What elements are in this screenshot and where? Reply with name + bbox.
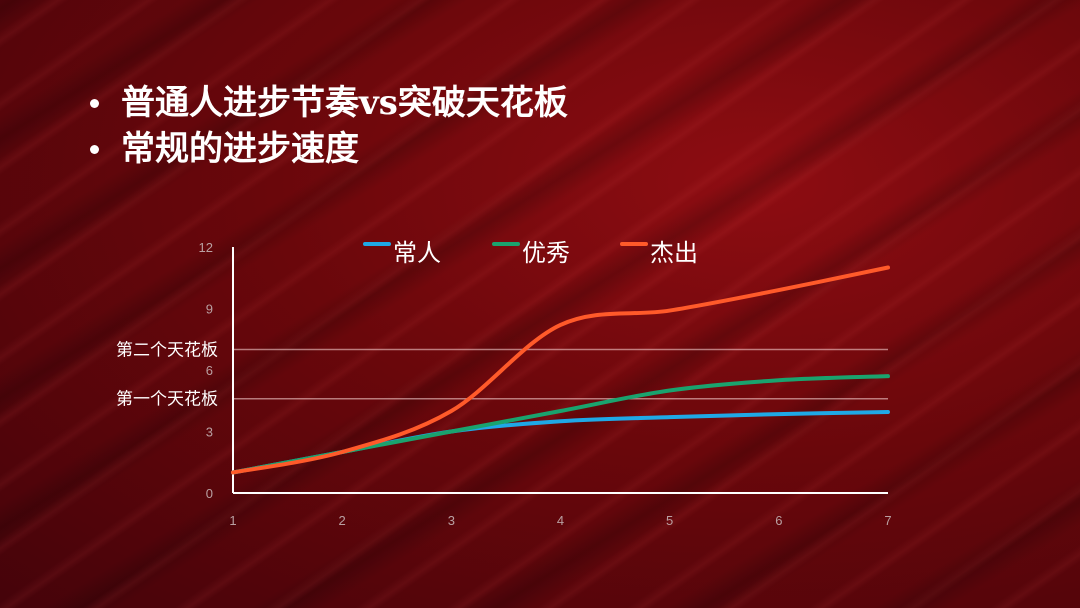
bullet-dot	[90, 144, 99, 154]
y-tick-label: 9	[206, 302, 213, 317]
x-tick-label: 3	[448, 513, 455, 528]
x-tick-label: 1	[229, 513, 236, 528]
legend-label: 优秀	[522, 239, 570, 267]
series-line-3	[231, 265, 890, 475]
y-tick-label: 12	[199, 240, 213, 255]
bullet-dot	[90, 98, 99, 108]
legend-label: 常人	[393, 239, 441, 267]
reference-label: 第一个天花板	[116, 390, 218, 410]
series-line-2	[231, 374, 890, 475]
bullet-item: 常规的进步速度	[90, 126, 568, 172]
series-line-1	[231, 410, 890, 475]
legend-label: 杰出	[650, 239, 698, 267]
bullet-list: 普通人进步节奏vs突破天花板 常规的进步速度	[90, 80, 568, 172]
bullet-text: 常规的进步速度	[121, 129, 359, 169]
x-tick-label: 7	[884, 513, 891, 528]
x-tick-label: 2	[339, 513, 346, 528]
y-tick-label: 0	[206, 486, 213, 501]
y-tick-label: 6	[206, 363, 213, 378]
bullet-text: 普通人进步节奏vs突破天花板	[121, 83, 568, 123]
x-tick-label: 6	[775, 513, 782, 528]
reference-label: 第二个天花板	[116, 341, 218, 361]
y-tick-label: 3	[206, 425, 213, 440]
x-tick-label: 5	[666, 513, 673, 528]
x-tick-label: 4	[557, 513, 564, 528]
bullet-item: 普通人进步节奏vs突破天花板	[90, 80, 568, 126]
